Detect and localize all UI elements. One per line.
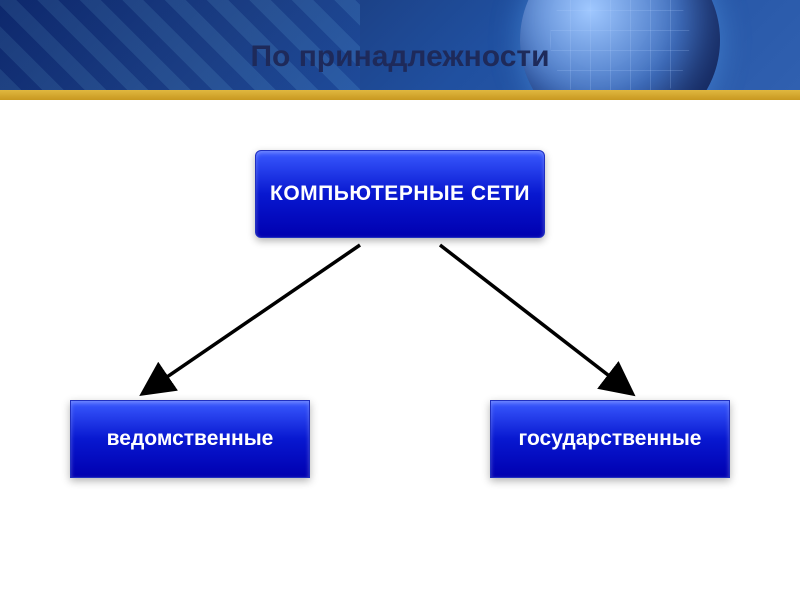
arrow-left — [145, 245, 360, 392]
node-left: ведомственные — [70, 400, 310, 478]
slide-title: По принадлежности — [250, 40, 549, 74]
node-right: государственные — [490, 400, 730, 478]
banner-globe — [520, 0, 720, 90]
arrow-right — [440, 245, 630, 392]
node-right-label: государственные — [519, 427, 702, 451]
node-left-label: ведомственные — [107, 427, 274, 451]
title-strip — [0, 90, 800, 100]
diagram-area: КОМПЬЮТЕРНЫЕ СЕТИ ведомственные государс… — [0, 100, 800, 600]
node-root-label: КОМПЬЮТЕРНЫЕ СЕТИ — [270, 182, 530, 206]
node-root: КОМПЬЮТЕРНЫЕ СЕТИ — [255, 150, 545, 238]
